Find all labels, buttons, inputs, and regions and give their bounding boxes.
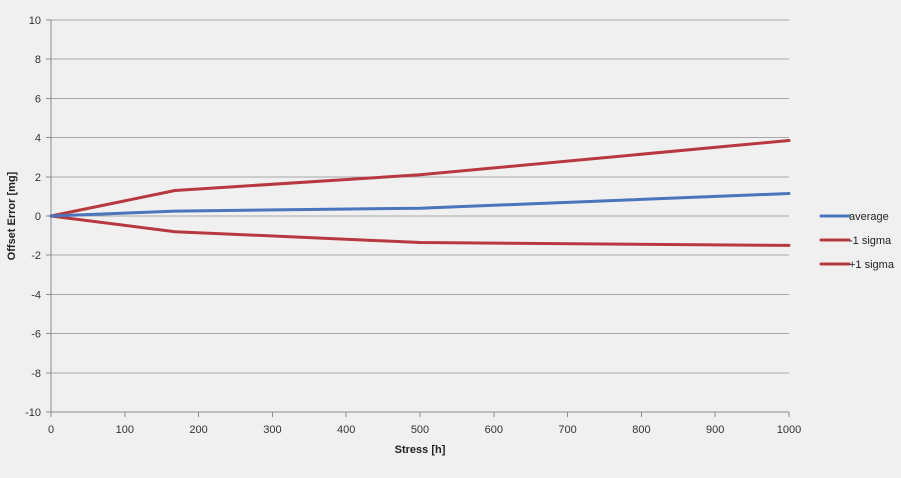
- y-tick-label: 4: [35, 133, 41, 145]
- grid-lines: [51, 19, 789, 413]
- legend-label: average: [849, 211, 889, 223]
- y-axis-title: Offset Error [mg]: [6, 171, 18, 260]
- x-tick-label: 200: [189, 424, 207, 436]
- y-tick-label: -2: [31, 250, 41, 262]
- axes: [46, 19, 790, 417]
- x-tick-label: 400: [337, 424, 355, 436]
- y-tick-label: 2: [35, 172, 41, 184]
- x-tick-label: 100: [116, 424, 134, 436]
- x-tick-label: 0: [48, 424, 54, 436]
- y-tick-label: -4: [31, 289, 41, 301]
- x-tick-label: 1000: [777, 424, 801, 436]
- y-tick-label: -8: [31, 368, 41, 380]
- legend-label: +1 sigma: [849, 259, 895, 271]
- x-tick-label: 300: [263, 424, 281, 436]
- y-tick-label: 10: [29, 15, 41, 27]
- y-tick-label: -6: [31, 329, 41, 341]
- legend-label: -1 sigma: [849, 235, 892, 247]
- y-tick-label: -10: [25, 407, 41, 419]
- y-tick-label: 0: [35, 211, 41, 223]
- legend: average -1 sigma +1 sigma: [819, 211, 895, 271]
- x-tick-label: 700: [558, 424, 576, 436]
- x-axis-title: Stress [h]: [395, 444, 446, 456]
- x-tick-label: 600: [485, 424, 503, 436]
- y-tick-label: 6: [35, 93, 41, 105]
- x-tick-label: 800: [632, 424, 650, 436]
- x-tick-label: 900: [706, 424, 724, 436]
- series-lines: [49, 139, 791, 247]
- series-line-1-sigma: [49, 139, 791, 218]
- x-tick-labels: 0 100 200 300 400 500 600 700 800 900 1000: [48, 424, 801, 436]
- y-tick-label: 8: [35, 54, 41, 66]
- series-line-1-sigma: [49, 214, 791, 247]
- series-line-average: [49, 192, 791, 218]
- x-tick-label: 500: [411, 424, 429, 436]
- y-tick-labels: 10 8 6 4 2 0 -2 -4 -6 -8 -10: [25, 15, 41, 419]
